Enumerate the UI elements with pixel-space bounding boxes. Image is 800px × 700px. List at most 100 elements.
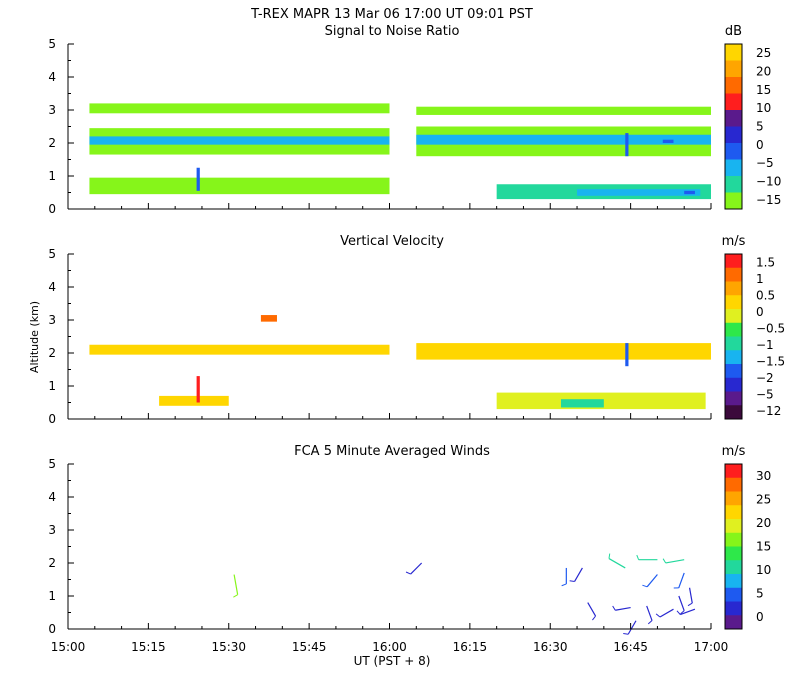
colorbar-cell (725, 126, 742, 144)
colorbar-label: −2 (756, 371, 774, 385)
colorbar-cell (725, 364, 742, 379)
heatmap-band (159, 395, 229, 406)
wind-barb (233, 574, 239, 595)
heatmap-band (89, 136, 390, 145)
wind-barb-flag (676, 610, 681, 615)
y-tick-label: 4 (48, 280, 56, 294)
panel-title: Vertical Velocity (340, 234, 444, 249)
wind-barb-flag (655, 613, 661, 618)
x-tick-label: 15:00 (51, 640, 86, 654)
y-axis-label: Altitude (km) (28, 301, 41, 373)
y-tick-label: 2 (48, 556, 56, 570)
wind-barb (680, 608, 696, 616)
colorbar-label: 15 (756, 83, 771, 97)
wind-barb (574, 567, 583, 582)
y-tick-label: 3 (48, 313, 56, 327)
panel-wind: FCA 5 Minute Averaged Winds m/s 0 1 2 3 4 5 15:0… (48, 444, 771, 654)
colorbar-cell (725, 77, 742, 94)
colorbar-unit: m/s (722, 444, 746, 459)
y-tick-label: 2 (48, 136, 56, 150)
heatmap-band (662, 139, 674, 143)
colorbar-cell (725, 491, 742, 506)
colorbar-frame (724, 463, 743, 630)
wind-barb-flag (687, 602, 693, 607)
wind-barb-flag (233, 594, 238, 598)
colorbar-label: −15 (756, 193, 781, 207)
colorbar-cell (725, 295, 742, 310)
colorbar-cell (725, 281, 742, 296)
colorbar-label: −10 (756, 175, 781, 189)
colorbar-label: 20 (756, 65, 771, 79)
colorbar-cell (725, 192, 742, 210)
y-tick-label: 1 (48, 379, 56, 393)
colorbar-label: −1 (756, 338, 774, 352)
colorbar-label: −5 (756, 156, 774, 170)
wind-barb-flag (662, 558, 667, 564)
y-tick-label: 5 (48, 457, 56, 471)
colorbar-cell (725, 574, 742, 589)
colorbar-cell (725, 601, 742, 616)
colorbar-cell (725, 176, 742, 193)
colorbar-label: 1.5 (756, 255, 775, 269)
colorbar-label: 25 (756, 492, 771, 506)
panel-vel: Vertical Velocity m/s 0 1 2 3 4 5 1.5 1 0.5 0 −0.5 −1… (48, 234, 785, 426)
colorbar-label: −1.5 (756, 354, 785, 368)
colorbar-label: 0 (756, 138, 764, 152)
colorbar-cell (725, 159, 742, 177)
wind-barb (646, 574, 658, 588)
colorbar-cell (725, 532, 742, 547)
y-tick-label: 0 (48, 412, 56, 426)
heatmap-band (89, 103, 390, 114)
y-tick-label: 4 (48, 490, 56, 504)
colorbar-cell (725, 350, 742, 365)
colorbar-cell (725, 477, 742, 492)
wind-barb-flag (561, 583, 567, 587)
x-axis-label: UT (PST + 8) (354, 654, 431, 668)
y-tick-label: 3 (48, 103, 56, 117)
x-tick-label: 15:30 (211, 640, 246, 654)
colorbar-label: 0 (756, 305, 764, 319)
colorbar-unit: m/s (722, 234, 746, 249)
heatmap-band (416, 343, 711, 360)
wind-barb-flag (592, 615, 596, 621)
wind-barb-flag (612, 605, 616, 611)
wind-barb-flag (636, 554, 640, 560)
y-tick-label: 1 (48, 589, 56, 603)
x-tick-label: 16:00 (372, 640, 407, 654)
colorbar-label: 20 (756, 516, 771, 530)
colorbar-cell (725, 505, 742, 520)
wind-barb-flag (405, 571, 411, 575)
wind-barb (608, 558, 626, 569)
wind-barb (646, 605, 653, 621)
colorbar-label: 10 (756, 563, 771, 577)
heatmap-band (89, 177, 390, 195)
y-tick-label: 2 (48, 346, 56, 360)
wind-barb-flag (623, 633, 629, 635)
colorbar-label: 0 (756, 610, 764, 624)
colorbar-cell (725, 322, 742, 337)
wind-barb-flag (569, 580, 575, 582)
x-tick-label: 16:15 (453, 640, 488, 654)
colorbar-cell (725, 254, 742, 269)
x-tick-label: 16:45 (613, 640, 648, 654)
heatmap-band (560, 399, 604, 408)
heatmap-band (260, 315, 277, 322)
colorbar-label: 5 (756, 587, 764, 601)
colorbar-label: 5 (756, 120, 764, 134)
colorbar-cell (725, 519, 742, 534)
wind-barb-flag (642, 584, 648, 588)
panel-title: Signal to Noise Ratio (325, 24, 460, 39)
wind-barb (410, 562, 423, 575)
colorbar-cell (725, 60, 742, 78)
x-tick-label: 17:00 (694, 640, 729, 654)
colorbar-cell (725, 93, 742, 111)
colorbar-frame (724, 253, 743, 420)
wind-barb (665, 559, 685, 564)
colorbar-unit: dB (725, 24, 742, 39)
y-tick-label: 0 (48, 622, 56, 636)
y-tick-label: 3 (48, 523, 56, 537)
colorbar-cell (725, 405, 742, 420)
wind-barb (688, 587, 693, 604)
heatmap-band (625, 343, 629, 367)
